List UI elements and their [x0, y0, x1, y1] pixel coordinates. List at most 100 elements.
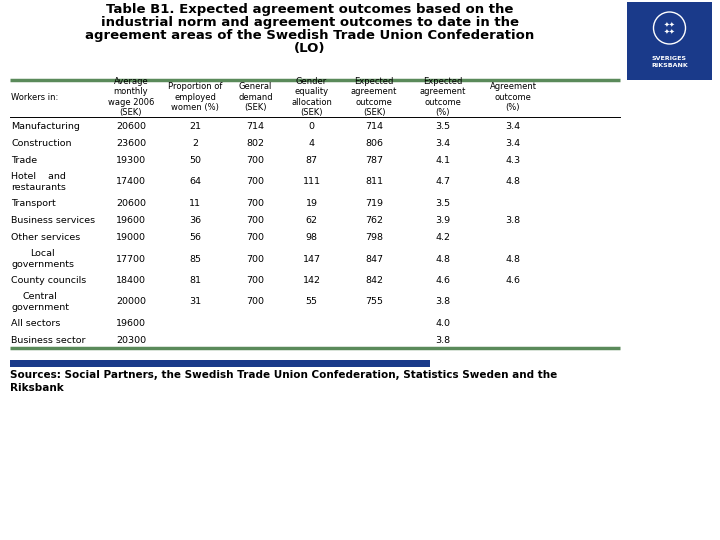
Text: Expected
agreement
outcome
(%): Expected agreement outcome (%)	[420, 77, 466, 117]
Text: 55: 55	[305, 298, 318, 307]
Text: 806: 806	[365, 139, 383, 148]
Text: 3.8: 3.8	[436, 336, 451, 345]
Text: 62: 62	[305, 216, 318, 225]
Text: 4.0: 4.0	[436, 319, 451, 328]
Text: 31: 31	[189, 298, 201, 307]
Text: industrial norm and agreement outcomes to date in the: industrial norm and agreement outcomes t…	[101, 16, 519, 29]
Text: Business services: Business services	[11, 216, 95, 225]
Text: 4.8: 4.8	[436, 254, 451, 264]
Text: Manufacturing: Manufacturing	[11, 122, 80, 131]
Text: 847: 847	[365, 254, 383, 264]
Text: 18400: 18400	[116, 276, 146, 285]
Text: 700: 700	[246, 199, 264, 208]
Text: General
demand
(SEK): General demand (SEK)	[238, 83, 273, 112]
Text: Transport: Transport	[11, 199, 55, 208]
Text: 700: 700	[246, 233, 264, 242]
Text: 3.4: 3.4	[505, 122, 521, 131]
Text: 20000: 20000	[116, 298, 146, 307]
Text: 111: 111	[302, 178, 320, 186]
Text: 4.8: 4.8	[505, 178, 521, 186]
Text: agreement areas of the Swedish Trade Union Confederation: agreement areas of the Swedish Trade Uni…	[86, 29, 535, 42]
Text: 19300: 19300	[116, 156, 146, 165]
Text: Construction: Construction	[11, 139, 71, 148]
Text: 20300: 20300	[116, 336, 146, 345]
Text: 2: 2	[192, 139, 198, 148]
Text: 4.6: 4.6	[505, 276, 521, 285]
Text: 700: 700	[246, 254, 264, 264]
Text: 3.9: 3.9	[436, 216, 451, 225]
Text: Table B1. Expected agreement outcomes based on the: Table B1. Expected agreement outcomes ba…	[107, 3, 513, 16]
Text: 4.7: 4.7	[436, 178, 451, 186]
Text: County councils: County councils	[11, 276, 86, 285]
Text: Sources: Social Partners, the Swedish Trade Union Confederation, Statistics Swed: Sources: Social Partners, the Swedish Tr…	[10, 370, 557, 380]
Text: Business sector: Business sector	[11, 336, 86, 345]
Text: 3.8: 3.8	[436, 298, 451, 307]
Text: 755: 755	[365, 298, 383, 307]
Text: 3.4: 3.4	[436, 139, 451, 148]
Text: 0: 0	[308, 122, 315, 131]
Text: 700: 700	[246, 156, 264, 165]
Text: 81: 81	[189, 276, 201, 285]
Text: 700: 700	[246, 298, 264, 307]
Text: Agreement
outcome
(%): Agreement outcome (%)	[490, 83, 536, 112]
Text: All sectors: All sectors	[11, 319, 60, 328]
Text: (LO): (LO)	[294, 42, 325, 55]
Text: 17400: 17400	[116, 178, 146, 186]
Text: 21: 21	[189, 122, 201, 131]
Text: 802: 802	[246, 139, 264, 148]
Text: 811: 811	[365, 178, 383, 186]
Text: Gender
equality
allocation
(SEK): Gender equality allocation (SEK)	[291, 77, 332, 117]
Text: Hotel    and
restaurants: Hotel and restaurants	[11, 172, 66, 192]
Text: 842: 842	[365, 276, 383, 285]
Text: 798: 798	[365, 233, 383, 242]
Bar	[627, 2, 712, 80]
Text: 714: 714	[365, 122, 383, 131]
Text: 64: 64	[189, 178, 201, 186]
Text: 4.3: 4.3	[505, 156, 521, 165]
Text: 787: 787	[365, 156, 383, 165]
Text: Other services: Other services	[11, 233, 80, 242]
Text: 98: 98	[305, 233, 318, 242]
Text: 20600: 20600	[116, 199, 146, 208]
Text: ✦✦
✦✦: ✦✦ ✦✦	[664, 22, 675, 35]
Text: 142: 142	[302, 276, 320, 285]
Text: 4.6: 4.6	[436, 276, 451, 285]
Text: 23600: 23600	[116, 139, 146, 148]
Text: 19: 19	[305, 199, 318, 208]
Text: 56: 56	[189, 233, 201, 242]
Text: 19600: 19600	[116, 216, 146, 225]
Text: 20600: 20600	[116, 122, 146, 131]
Text: 87: 87	[305, 156, 318, 165]
Text: 4.1: 4.1	[436, 156, 451, 165]
Text: Average
monthly
wage 2006
(SEK): Average monthly wage 2006 (SEK)	[108, 77, 154, 117]
Bar	[10, 360, 430, 367]
Text: Riksbank: Riksbank	[10, 383, 64, 393]
Text: 700: 700	[246, 276, 264, 285]
Text: SVERIGES
RIKSBANK: SVERIGES RIKSBANK	[651, 56, 688, 68]
Text: 3.4: 3.4	[505, 139, 521, 148]
Text: 700: 700	[246, 178, 264, 186]
Text: Workers in:: Workers in:	[11, 92, 58, 102]
Text: 700: 700	[246, 216, 264, 225]
Text: 762: 762	[365, 216, 383, 225]
Text: 147: 147	[302, 254, 320, 264]
Text: Proportion of
employed
women (%): Proportion of employed women (%)	[168, 83, 222, 112]
Text: 19600: 19600	[116, 319, 146, 328]
Text: 719: 719	[365, 199, 383, 208]
Text: Local
governments: Local governments	[11, 249, 74, 268]
Text: 50: 50	[189, 156, 201, 165]
Text: 4.8: 4.8	[505, 254, 521, 264]
Text: 3.8: 3.8	[505, 216, 521, 225]
Text: 36: 36	[189, 216, 201, 225]
Text: 4.2: 4.2	[436, 233, 451, 242]
Text: Expected
agreement
outcome
(SEK): Expected agreement outcome (SEK)	[351, 77, 397, 117]
Text: 17700: 17700	[116, 254, 146, 264]
Text: Central
government: Central government	[11, 293, 69, 312]
Text: 3.5: 3.5	[436, 122, 451, 131]
Text: 19000: 19000	[116, 233, 146, 242]
Text: 11: 11	[189, 199, 201, 208]
Text: 3.5: 3.5	[436, 199, 451, 208]
Text: Trade: Trade	[11, 156, 37, 165]
Text: 85: 85	[189, 254, 201, 264]
Text: 714: 714	[246, 122, 264, 131]
